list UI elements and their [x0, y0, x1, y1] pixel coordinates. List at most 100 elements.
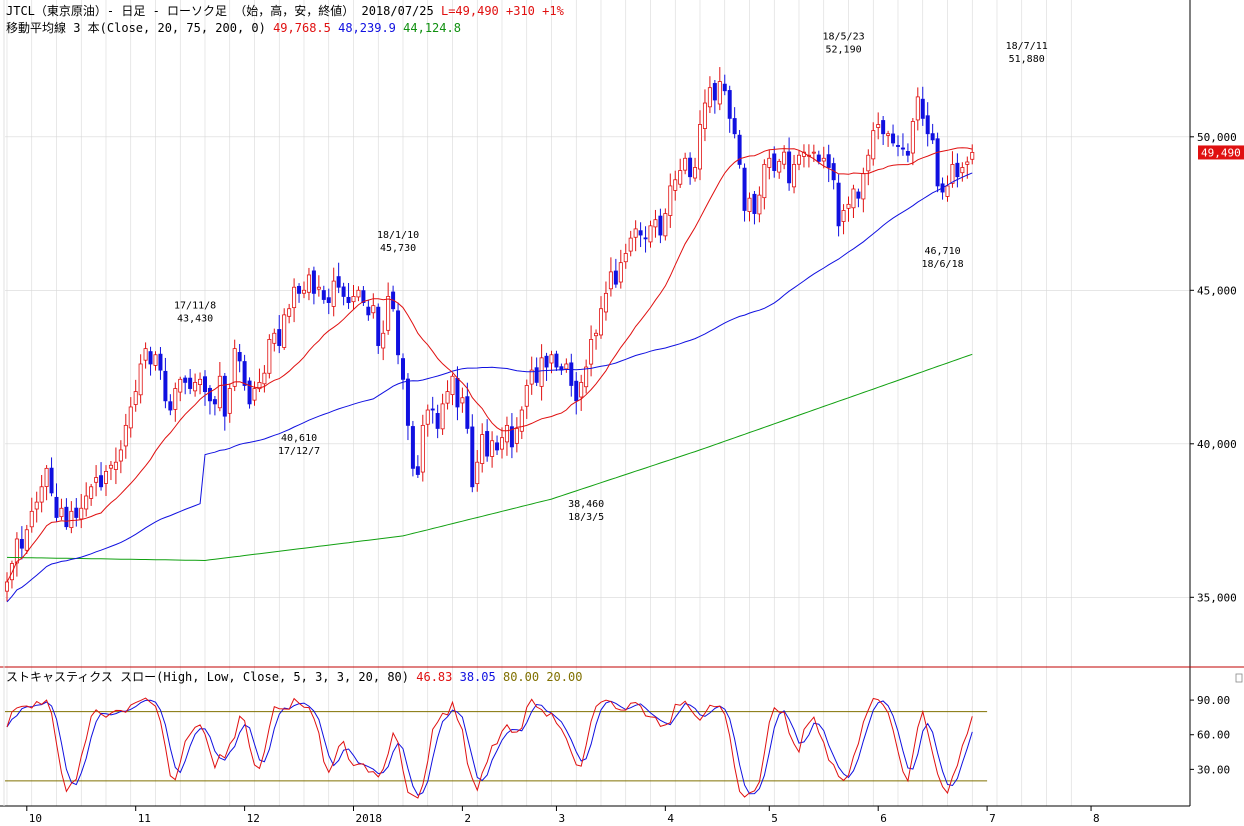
candle-body: [534, 367, 539, 383]
stoch-k-value: 46.83: [416, 670, 453, 684]
candle-body: [79, 507, 84, 520]
candle-body: [316, 286, 321, 290]
month-label: 3: [558, 812, 565, 825]
candle-body: [490, 440, 495, 457]
candle-body: [247, 380, 252, 405]
candle-body: [549, 354, 554, 364]
candle-body: [683, 157, 688, 171]
candle-body: [158, 353, 163, 371]
candle-body: [618, 262, 623, 283]
candle-body: [29, 510, 34, 528]
candle-body: [722, 83, 727, 92]
candle-body: [965, 161, 970, 165]
candle-body: [128, 406, 133, 429]
candle-body: [485, 431, 490, 457]
candle-body: [742, 167, 747, 211]
candle-body: [960, 167, 965, 174]
candle-body: [648, 225, 653, 243]
candle-body: [440, 403, 445, 430]
candle-body: [707, 87, 712, 108]
candle-body: [846, 203, 851, 209]
candle-body: [371, 305, 376, 314]
candle-body: [504, 424, 509, 443]
candle-body: [668, 185, 673, 216]
candle-body: [777, 160, 782, 173]
candle-body: [569, 362, 574, 386]
candle-body: [693, 167, 698, 179]
candle-body: [782, 151, 787, 165]
ma200-value: 44,124.8: [403, 21, 461, 35]
candle-body: [905, 150, 910, 156]
candle-body: [163, 370, 168, 402]
candle-body: [49, 467, 54, 494]
candle-body: [529, 369, 534, 385]
candle-body: [232, 348, 237, 387]
candle-body: [495, 442, 500, 451]
candle-body: [89, 486, 94, 499]
candle-body: [544, 355, 549, 368]
stoch-panel-toggle: [1235, 673, 1243, 683]
candle-body: [366, 306, 371, 316]
candle-body: [633, 228, 638, 238]
month-label: 4: [667, 812, 674, 825]
candle-body: [688, 157, 693, 178]
candle-body: [524, 385, 529, 407]
candle-body: [237, 352, 242, 362]
candle-body: [945, 185, 950, 197]
candle-body: [970, 152, 975, 160]
candle-body: [59, 507, 64, 518]
candle-body: [574, 380, 579, 402]
candle-body: [306, 274, 311, 293]
candle-body: [94, 477, 99, 483]
candle-body: [301, 289, 306, 294]
candle-body: [752, 193, 757, 214]
candle-body: [262, 372, 267, 385]
candle-body: [202, 376, 207, 393]
candle-body: [143, 348, 148, 361]
candle-body: [99, 475, 104, 488]
candle-body: [346, 296, 351, 303]
candle-body: [564, 363, 569, 370]
candle-body: [153, 354, 158, 366]
candle-body: [386, 296, 391, 331]
candle-body: [287, 308, 292, 317]
candle-body: [104, 471, 109, 484]
candle-body: [74, 507, 79, 518]
candle-body: [623, 253, 628, 263]
candle-body: [698, 124, 703, 170]
chart-date: 2018/07/25: [361, 4, 434, 18]
month-label: 7: [989, 812, 996, 825]
candle-body: [821, 157, 826, 162]
candle-body: [222, 375, 227, 417]
annotation-date: 17/11/8: [174, 300, 216, 311]
candle-body: [643, 237, 648, 240]
candle-body: [787, 151, 792, 184]
annotation-date: 18/3/5: [568, 512, 604, 523]
ma20-line: [6, 147, 973, 583]
annotation-value: 51,880: [1009, 54, 1045, 65]
candle-body: [851, 188, 856, 209]
month-label: 12: [247, 812, 260, 825]
candle-body: [678, 170, 683, 185]
candle-body: [811, 151, 816, 154]
candle-body: [435, 413, 440, 429]
candle-body: [514, 428, 519, 444]
candle-body: [757, 194, 762, 215]
candle-body: [257, 381, 262, 390]
candle-body: [321, 290, 326, 300]
candle-body: [123, 424, 128, 447]
candle-body: [762, 164, 767, 199]
candle-body: [272, 332, 277, 344]
candle-body: [356, 289, 361, 298]
candle-body: [475, 461, 480, 485]
stoch-tick-label: 60.00: [1197, 729, 1230, 742]
price-tick-label: 35,000: [1197, 591, 1237, 604]
month-label: 5: [771, 812, 778, 825]
candle-body: [267, 339, 272, 374]
candle-body: [930, 133, 935, 141]
price-tick-label: 40,000: [1197, 438, 1237, 451]
candle-body: [673, 179, 678, 191]
stoch-d-value: 38.05: [459, 670, 496, 684]
candle-body: [198, 378, 203, 385]
month-label: 10: [29, 812, 42, 825]
